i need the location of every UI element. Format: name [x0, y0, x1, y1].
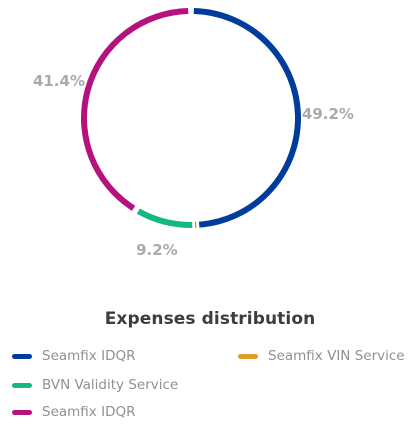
legend-item-seamfix-vin-service[interactable]: Seamfix VIN Service — [238, 346, 405, 366]
chart-title: Expenses distribution — [0, 309, 420, 329]
legend-label: Seamfix IDQR — [42, 404, 135, 420]
legend-swatch-seamfix-vin-service — [238, 354, 258, 359]
legend-label: Seamfix VIN Service — [268, 348, 405, 364]
donut-slice-seamfix-idqr-3[interactable] — [84, 11, 188, 208]
legend-label: Seamfix IDQR — [42, 348, 135, 364]
legend-swatch-bvn-validity-service — [12, 383, 32, 388]
slice-label-2: 9.2% — [136, 241, 178, 259]
legend-label: BVN Validity Service — [42, 377, 178, 393]
slice-label-0: 49.2% — [302, 105, 354, 123]
legend-item-seamfix-idqr-2[interactable]: Seamfix IDQR — [12, 402, 135, 422]
legend-swatch-seamfix-idqr-2 — [12, 410, 32, 415]
legend-item-bvn-validity-service[interactable]: BVN Validity Service — [12, 375, 178, 395]
slice-label-3: 41.4% — [33, 72, 85, 90]
donut-slice-bvn-validity-service-2[interactable] — [138, 211, 192, 225]
legend-swatch-seamfix-idqr — [12, 354, 32, 359]
donut-chart: 49.2% 9.2% 41.4% — [0, 0, 420, 300]
legend-item-seamfix-idqr[interactable]: Seamfix IDQR — [12, 346, 135, 366]
donut-slices — [84, 11, 298, 225]
slice-labels: 49.2% 9.2% 41.4% — [33, 72, 354, 259]
donut-slice-seamfix-idqr-0[interactable] — [194, 11, 298, 225]
